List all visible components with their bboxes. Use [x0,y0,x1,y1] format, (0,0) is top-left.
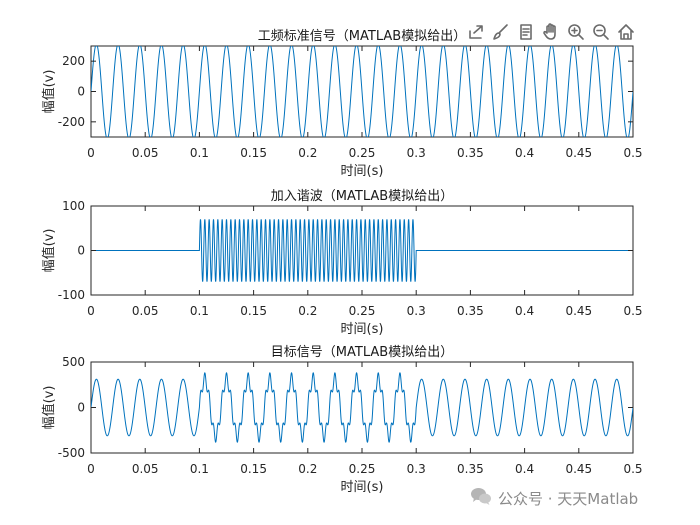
x-tick-label: 0.35 [457,462,484,476]
export-icon[interactable] [466,22,486,42]
chart-panel-3: 0 0.05 0.1 0.15 0.2 0.25 0.3 0.35 0.4 0.45 0.5 500 0… [41,345,643,495]
zoom-out-icon[interactable] [591,22,611,42]
x-tick-label: 0.4 [515,462,534,476]
chart-panel-1: 0 0.05 0.1 0.15 0.2 0.25 0.3 0.35 0.4 0.45 0.5 200 0… [41,29,643,179]
x-tick-label: 0.5 [623,462,642,476]
chart-title: 目标信号（MATLAB模拟给出） [271,345,453,360]
figure-toolbar [466,22,636,42]
x-tick-label: 0 [87,146,95,160]
pan-hand-icon[interactable] [541,22,561,42]
x-tick-label: 0.3 [407,146,426,160]
x-tick-label: 0 [87,462,95,476]
brush-icon[interactable] [491,22,511,42]
y-tick-label: 0 [77,244,85,258]
x-axis-label: 时间(s) [341,480,384,495]
y-tick-label: -500 [58,446,85,460]
y-tick-label: -100 [58,288,85,302]
x-tick-label: 0.3 [407,462,426,476]
x-tick-label: 0.15 [240,304,267,318]
y-tick-label: 0 [77,401,85,415]
x-tick-label: 0.1 [190,146,209,160]
x-tick-label: 0.15 [240,146,267,160]
x-tick-label: 0.25 [349,304,376,318]
x-tick-label: 0.2 [298,146,317,160]
y-tick-label: 500 [62,355,85,369]
x-tick-label: 0.15 [240,462,267,476]
watermark: 公众号 · 天天Matlab [470,486,638,510]
x-tick-label: 0.05 [132,462,159,476]
y-axis-label: 幅值(v) [41,70,57,114]
watermark-text: 公众号 · 天天Matlab [498,489,639,508]
x-tick-label: 0.4 [515,146,534,160]
x-tick-label: 0.35 [457,304,484,318]
x-tick-label: 0.05 [132,146,159,160]
chart-title: 加入谐波（MATLAB模拟给出） [271,189,453,204]
y-tick-label: -200 [58,115,85,129]
y-tick-label: 200 [62,54,85,68]
x-tick-label: 0.05 [132,304,159,318]
home-icon[interactable] [616,22,636,42]
x-axis-label: 时间(s) [341,164,384,179]
series-line [91,372,633,443]
data-tips-icon[interactable] [516,22,536,42]
x-tick-label: 0.25 [349,462,376,476]
y-tick-label: 100 [62,199,85,213]
x-tick-label: 0.2 [298,304,317,318]
x-axis-label: 时间(s) [341,322,384,337]
x-tick-label: 0.25 [349,146,376,160]
series-line [91,46,633,137]
y-axis-label: 幅值(v) [41,386,57,430]
x-tick-label: 0.4 [515,304,534,318]
series-line [91,219,633,282]
y-axis-label: 幅值(v) [41,229,57,273]
x-tick-label: 0 [87,304,95,318]
x-tick-label: 0.35 [457,146,484,160]
wechat-icon [470,486,492,510]
x-tick-label: 0.45 [565,146,592,160]
x-tick-label: 0.5 [623,304,642,318]
y-tick-label: 0 [77,85,85,99]
chart-panel-2: 0 0.05 0.1 0.15 0.2 0.25 0.3 0.35 0.4 0.45 0.5 100 0… [41,189,643,337]
zoom-in-icon[interactable] [566,22,586,42]
chart-title: 工频标准信号（MATLAB模拟给出） [258,29,466,44]
x-tick-label: 0.5 [623,146,642,160]
x-tick-label: 0.1 [190,462,209,476]
x-tick-label: 0.2 [298,462,317,476]
x-tick-label: 0.45 [565,304,592,318]
x-tick-label: 0.1 [190,304,209,318]
x-tick-label: 0.45 [565,462,592,476]
x-tick-label: 0.3 [407,304,426,318]
